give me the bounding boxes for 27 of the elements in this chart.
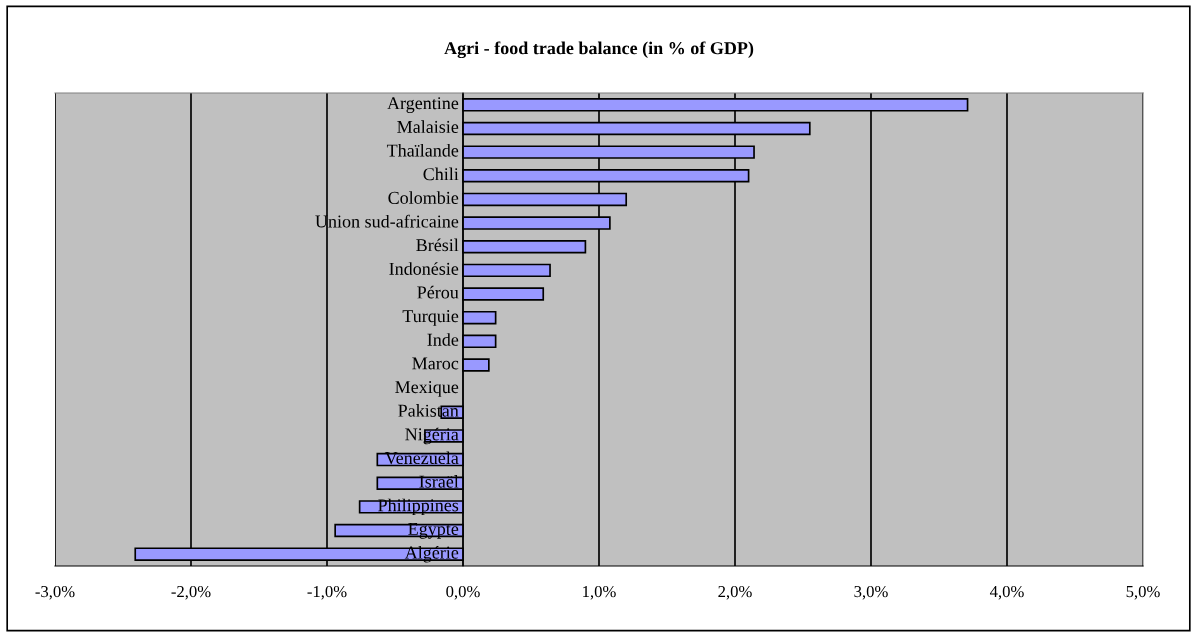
- y-tick-label: Mexique: [395, 381, 459, 397]
- y-tick-label: Thaïlande: [386, 143, 459, 157]
- x-tick-label: 4,0%: [989, 585, 1024, 600]
- y-tick-label: Pérou: [417, 285, 459, 299]
- y-tick-label: Argentine: [387, 97, 459, 114]
- y-tick-label: Maroc: [412, 357, 459, 370]
- y-tick-label: Indonésie: [389, 262, 459, 275]
- y-tick-label: Philippines: [378, 498, 459, 516]
- x-tick-label: -2,0%: [171, 585, 211, 600]
- y-tick-label: Chili: [423, 167, 459, 181]
- x-tick-label: 1,0%: [583, 585, 616, 600]
- y-tick-label: Israël: [419, 475, 459, 488]
- y-tick-label: Algérie: [404, 545, 459, 563]
- y-tick-label: Malaisie: [397, 120, 459, 133]
- x-tick-label: -1,0%: [307, 585, 347, 600]
- y-tick-label: Egypte: [408, 522, 459, 539]
- y-tick-label: Venezuela: [384, 451, 459, 465]
- chart-title: Agri - food trade balance (in % of GDP): [444, 41, 754, 59]
- y-tick-label: Colombie: [388, 191, 459, 204]
- x-tick-label: 2,0%: [718, 585, 752, 600]
- x-tick-label: 0,0%: [446, 585, 480, 600]
- x-tick-label: 5,0%: [1126, 585, 1160, 600]
- y-tick-label: Turquie: [402, 310, 459, 326]
- x-tick-label: 3,0%: [854, 585, 888, 600]
- y-tick-label: Brésil: [416, 238, 459, 252]
- x-tick-label: -3,0%: [35, 585, 75, 600]
- y-tick-label: Inde: [427, 333, 459, 346]
